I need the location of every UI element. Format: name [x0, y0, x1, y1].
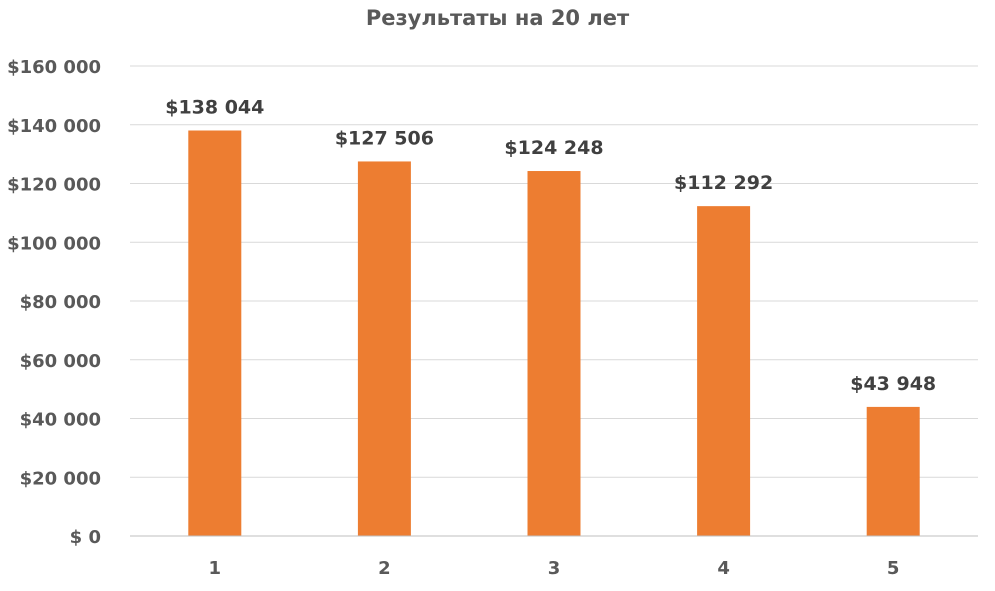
- x-tick-label: 5: [887, 558, 900, 579]
- bar-data-label: $43 948: [850, 373, 936, 395]
- bar-data-label: $124 248: [504, 137, 603, 159]
- y-tick-label: $80 000: [20, 292, 101, 313]
- x-tick-label: 1: [209, 558, 222, 579]
- y-tick-label: $ 0: [70, 527, 101, 548]
- x-axis-tick-labels: 1 2 3 4 5: [209, 558, 900, 579]
- bar: [188, 130, 242, 537]
- y-tick-label: $20 000: [20, 468, 101, 489]
- y-tick-label: $100 000: [7, 233, 101, 254]
- bar-data-label: $127 506: [335, 127, 434, 149]
- bar: [697, 206, 751, 536]
- bar-data-label: $112 292: [674, 172, 773, 194]
- y-tick-label: $120 000: [7, 175, 101, 196]
- y-tick-label: $40 000: [20, 410, 101, 431]
- bar-data-label: $138 044: [165, 96, 264, 118]
- y-tick-label: $60 000: [20, 351, 101, 372]
- bar: [866, 406, 920, 536]
- y-tick-label: $140 000: [7, 116, 101, 137]
- bars: [188, 130, 920, 537]
- x-tick-label: 4: [717, 558, 730, 579]
- x-tick-label: 3: [548, 558, 561, 579]
- chart-title: Результаты на 20 лет: [365, 6, 630, 30]
- x-tick-label: 2: [378, 558, 391, 579]
- y-tick-label: $160 000: [7, 57, 101, 78]
- bar: [527, 171, 581, 537]
- y-axis-tick-labels: $ 0 $20 000 $40 000 $60 000 $80 000 $100 000 $…: [7, 57, 101, 548]
- data-labels: $138 044 $127 506 $124 248 $112 292 $43 948: [165, 96, 936, 394]
- bar: [357, 161, 411, 537]
